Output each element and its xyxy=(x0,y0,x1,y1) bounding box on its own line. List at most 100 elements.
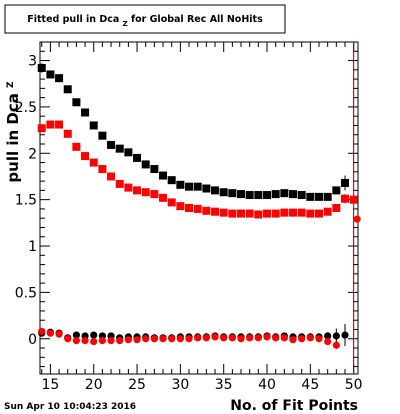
y-tick-label: 1 xyxy=(28,239,37,255)
data-point xyxy=(167,176,176,185)
data-point xyxy=(150,165,159,174)
data-point xyxy=(202,184,211,193)
data-point xyxy=(116,337,124,345)
data-point xyxy=(46,120,55,129)
data-point xyxy=(280,208,289,217)
data-point xyxy=(193,182,202,191)
title-prefix: Fitted pull in Dca xyxy=(27,14,119,25)
data-point xyxy=(272,334,280,342)
data-point xyxy=(185,182,194,191)
data-point xyxy=(246,334,254,342)
data-point xyxy=(298,335,306,343)
x-tick-label: 35 xyxy=(215,377,233,393)
data-point xyxy=(89,121,98,130)
data-point xyxy=(271,209,280,218)
data-point xyxy=(176,180,185,189)
data-point xyxy=(245,191,254,200)
data-point xyxy=(280,189,289,198)
y-tick-label: 0 xyxy=(28,332,37,348)
data-point xyxy=(289,336,297,344)
data-point xyxy=(280,334,288,342)
data-point xyxy=(72,331,80,339)
data-point xyxy=(323,192,332,201)
x-tick-label: 40 xyxy=(258,377,276,393)
data-point xyxy=(63,85,72,94)
data-point xyxy=(228,334,236,342)
data-markers xyxy=(37,63,361,349)
data-point xyxy=(115,144,124,153)
data-point xyxy=(185,204,194,212)
x-tick-label: 30 xyxy=(171,377,189,393)
y-axis-title-subscript: Z xyxy=(6,81,16,88)
x-tick-labels: 15 20 25 30 35 40 45 50 xyxy=(41,377,362,393)
data-point xyxy=(98,165,107,174)
data-point xyxy=(72,337,80,345)
data-point xyxy=(185,335,193,343)
data-point xyxy=(98,131,107,140)
data-point xyxy=(341,178,350,187)
data-point xyxy=(81,337,89,345)
data-point xyxy=(254,334,262,342)
y-axis-title-text: pull in Dca xyxy=(4,93,22,182)
x-axis-title: No. of Fit Points xyxy=(230,398,358,414)
data-point xyxy=(324,337,332,346)
data-point xyxy=(315,192,324,201)
data-point xyxy=(133,186,142,195)
data-point xyxy=(202,334,210,342)
data-point xyxy=(332,341,340,349)
y-axis-title: pull in Dca Z xyxy=(4,81,22,183)
data-point xyxy=(63,129,72,138)
data-point xyxy=(150,190,159,199)
data-point xyxy=(297,208,306,217)
data-point xyxy=(271,190,280,199)
data-point xyxy=(237,209,246,218)
data-point xyxy=(115,179,124,188)
data-point xyxy=(289,208,298,217)
data-point xyxy=(306,209,315,218)
y-tick-label: 1.5 xyxy=(15,193,37,209)
data-point xyxy=(90,337,98,346)
plot-frame xyxy=(39,41,359,375)
data-point xyxy=(159,171,168,180)
data-point xyxy=(98,337,106,345)
data-point xyxy=(263,209,272,218)
data-point xyxy=(228,209,237,218)
title-suffix: for Global Rec All NoHits xyxy=(131,14,263,25)
data-point xyxy=(349,195,358,204)
data-point xyxy=(193,204,202,213)
data-point xyxy=(37,63,46,72)
data-point xyxy=(90,331,98,339)
title-subscript: Z xyxy=(123,20,128,28)
data-point xyxy=(202,206,211,215)
data-point xyxy=(168,335,176,343)
data-point xyxy=(55,330,63,338)
data-point xyxy=(159,193,168,202)
data-point xyxy=(159,335,167,343)
data-point xyxy=(176,202,185,211)
data-point xyxy=(289,190,298,199)
data-point xyxy=(341,194,350,203)
chart-title-box: Fitted pull in Dca Z for Global Rec All … xyxy=(4,4,286,34)
data-point xyxy=(219,208,228,217)
data-point xyxy=(55,74,64,83)
data-point xyxy=(64,335,72,343)
data-point xyxy=(124,148,133,157)
data-point xyxy=(237,335,245,343)
data-point xyxy=(306,192,315,201)
data-point xyxy=(211,186,220,195)
data-point xyxy=(220,334,228,342)
data-point xyxy=(46,70,55,79)
data-point xyxy=(133,153,142,162)
data-point xyxy=(315,335,323,343)
data-point xyxy=(332,332,340,340)
data-point xyxy=(332,204,341,212)
data-point xyxy=(228,189,237,198)
y-tick-label: 0.5 xyxy=(15,285,37,301)
data-point xyxy=(46,329,54,337)
data-point xyxy=(219,188,228,197)
data-point xyxy=(341,331,349,339)
data-point xyxy=(107,337,115,345)
axis-ticks xyxy=(40,41,358,374)
data-point xyxy=(167,198,176,207)
